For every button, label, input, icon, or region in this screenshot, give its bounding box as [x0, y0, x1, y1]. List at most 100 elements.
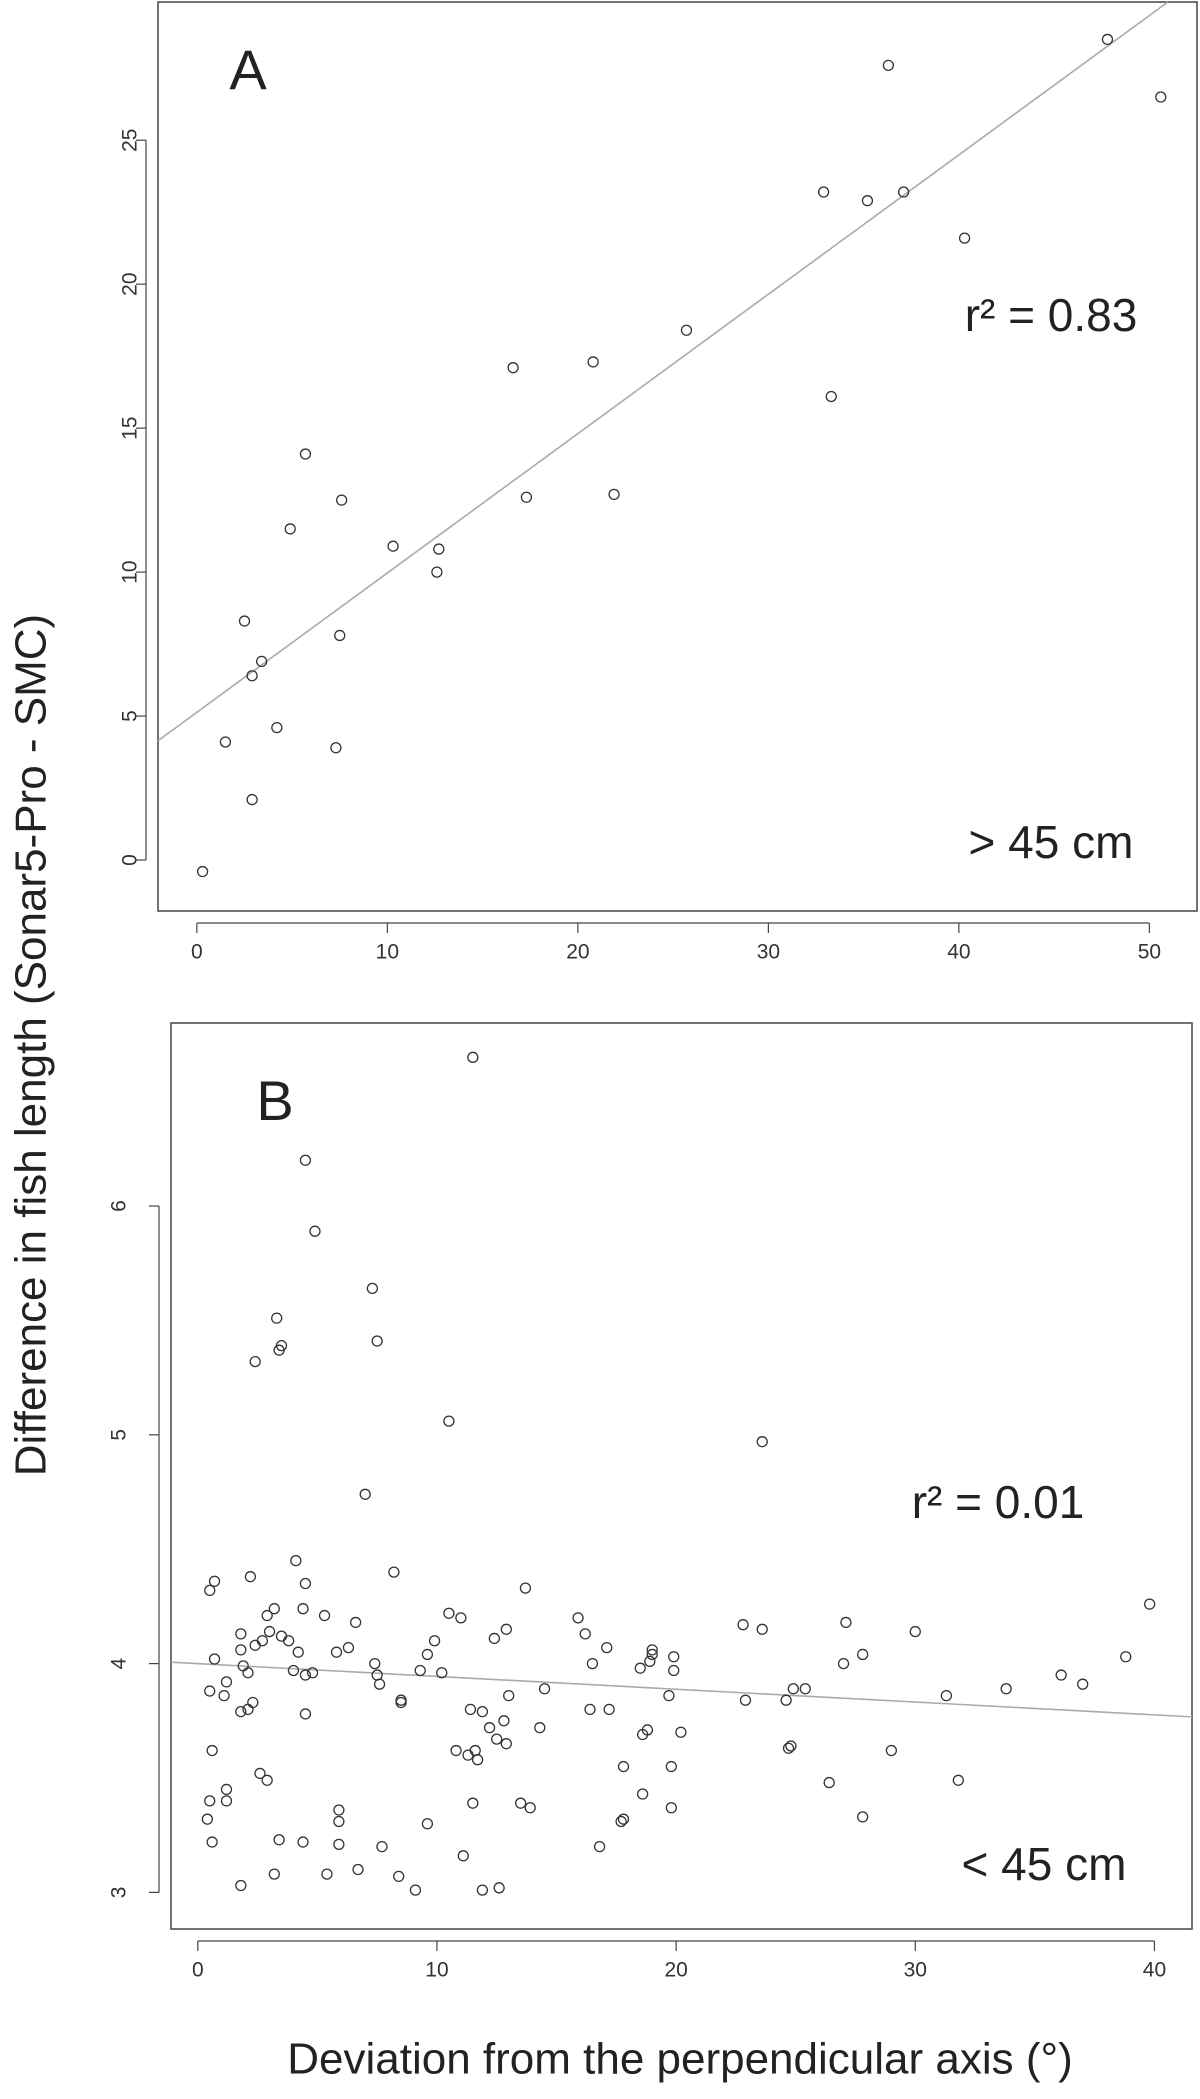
point: [299, 448, 312, 460]
point: [395, 1696, 407, 1709]
point: [371, 1335, 383, 1347]
panel-label: B: [256, 1069, 293, 1132]
point: [464, 1703, 477, 1716]
point: [299, 1577, 312, 1590]
point: [524, 1802, 536, 1814]
point: [235, 1879, 247, 1892]
point: [593, 1840, 606, 1853]
point: [675, 1726, 687, 1738]
point: [603, 1703, 615, 1716]
point: [436, 1667, 448, 1679]
point: [534, 1722, 546, 1734]
point: [309, 1225, 321, 1237]
point: [498, 1715, 510, 1727]
point: [299, 1708, 312, 1720]
trendline: [157, 1, 1169, 742]
point: [668, 1651, 680, 1663]
point: [373, 1678, 386, 1690]
panel-label: A: [229, 38, 267, 101]
point: [290, 1555, 302, 1567]
y-axis-title: Difference in fish length (Sonar5-Pro - …: [7, 614, 56, 1476]
point: [421, 1648, 434, 1661]
point: [519, 1582, 532, 1594]
point: [218, 1689, 230, 1702]
point: [840, 1616, 852, 1629]
r-squared: r² = 0.83: [965, 289, 1138, 341]
point: [885, 1744, 898, 1757]
point: [352, 1863, 364, 1876]
point: [249, 1355, 261, 1368]
point: [491, 1733, 503, 1745]
point: [366, 1282, 379, 1295]
point: [414, 1664, 426, 1677]
point: [665, 1760, 677, 1773]
point: [469, 1744, 481, 1757]
point: [318, 1609, 331, 1622]
x-tick-label: 30: [757, 941, 780, 964]
point: [882, 59, 895, 71]
point: [825, 390, 837, 403]
point: [493, 1882, 505, 1894]
point: [646, 1644, 658, 1656]
size-class: < 45 cm: [962, 1838, 1127, 1890]
point: [457, 1850, 469, 1862]
point: [857, 1648, 869, 1661]
point: [244, 1571, 257, 1583]
point: [330, 1646, 343, 1658]
point: [208, 1575, 221, 1587]
point: [615, 1815, 627, 1828]
point: [586, 1657, 599, 1670]
point: [897, 186, 910, 198]
point: [857, 1811, 869, 1823]
y-tick-label: 10: [119, 560, 142, 583]
y-tick-label: 20: [119, 272, 142, 295]
point: [254, 1767, 266, 1780]
point: [644, 1655, 656, 1667]
point: [201, 1813, 214, 1825]
x-tick-label: 40: [947, 941, 970, 964]
point: [861, 195, 874, 207]
point: [471, 1754, 484, 1766]
point: [780, 1694, 792, 1706]
point: [634, 1662, 646, 1674]
point: [739, 1694, 752, 1706]
point: [273, 1344, 285, 1356]
point: [242, 1667, 254, 1679]
point: [299, 1154, 312, 1166]
y-tick-label: 5: [119, 710, 142, 722]
point: [428, 1635, 441, 1647]
point: [206, 1836, 218, 1848]
point: [450, 1744, 462, 1757]
point: [503, 1689, 515, 1702]
point: [297, 1603, 309, 1615]
point: [246, 793, 258, 806]
point: [287, 1664, 300, 1677]
point: [242, 1703, 254, 1716]
y-tick-label: 15: [119, 416, 142, 439]
point: [284, 523, 296, 535]
point: [462, 1749, 474, 1761]
point: [507, 362, 519, 374]
point: [247, 1696, 259, 1709]
point: [538, 1683, 551, 1695]
point: [909, 1625, 921, 1638]
point: [663, 1689, 675, 1702]
point: [488, 1632, 501, 1645]
point: [206, 1744, 218, 1757]
point: [952, 1774, 964, 1786]
point: [273, 1834, 285, 1846]
size-class: > 45 cm: [969, 816, 1134, 868]
point: [387, 540, 399, 552]
point: [333, 1804, 345, 1816]
point: [587, 356, 599, 368]
point: [601, 1641, 613, 1654]
point: [246, 670, 258, 682]
y-tick-label: 25: [119, 129, 142, 152]
point: [409, 1884, 422, 1896]
point: [204, 1795, 216, 1807]
point: [359, 1488, 371, 1500]
point: [433, 543, 445, 555]
x-tick-label: 40: [1143, 1959, 1166, 1982]
point: [958, 232, 971, 244]
point: [219, 736, 232, 748]
